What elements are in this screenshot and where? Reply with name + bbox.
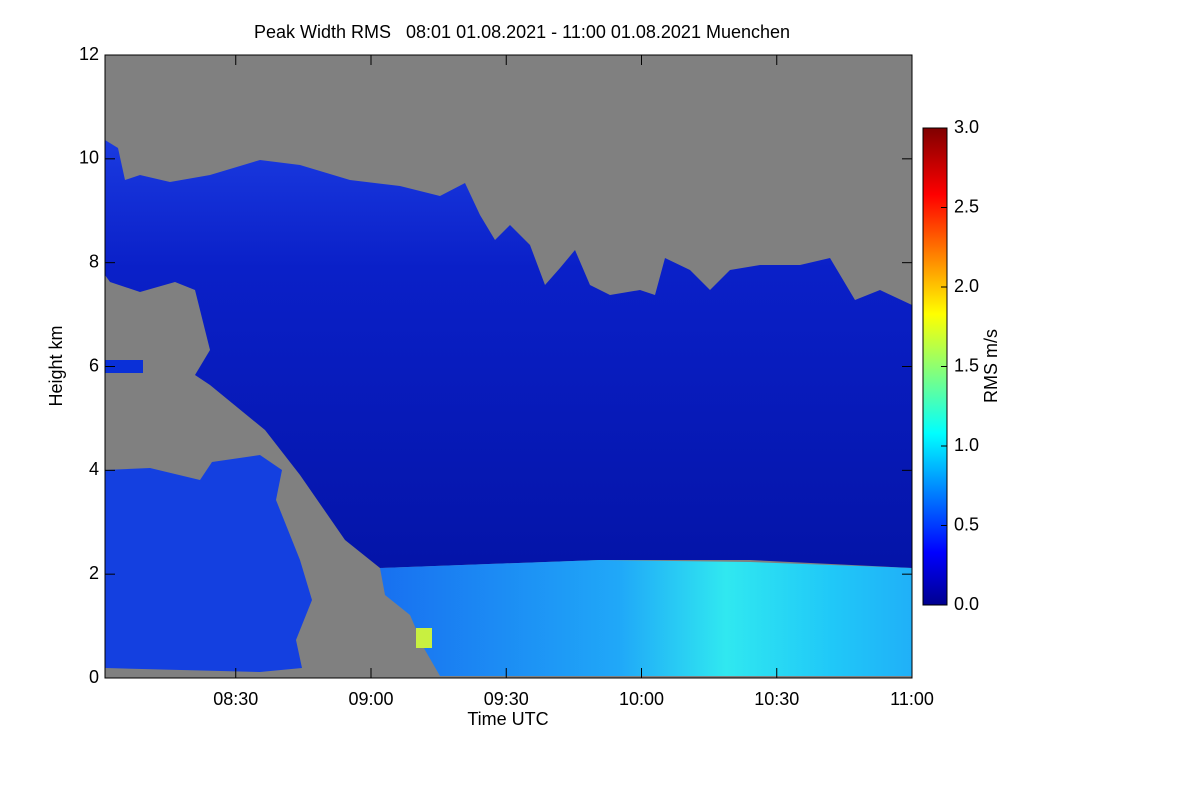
colorbar-label: RMS m/s bbox=[981, 329, 1001, 403]
y-tick-label: 8 bbox=[89, 251, 99, 271]
x-tick-label: 09:00 bbox=[348, 689, 393, 709]
data-region bbox=[380, 560, 912, 676]
y-tick-label: 10 bbox=[79, 148, 99, 168]
colorbar-tick-label: 0.0 bbox=[954, 594, 979, 614]
x-tick-label: 11:00 bbox=[890, 689, 934, 709]
colorbar-tick-label: 1.0 bbox=[954, 435, 979, 455]
x-axis-label: Time UTC bbox=[467, 709, 548, 729]
axes: 0 2 4 6 8 10 12 08:30 09:00 09:30 10:00 10:30 11:00 0… bbox=[79, 44, 979, 709]
heatmap bbox=[105, 55, 912, 678]
x-tick-label: 10:00 bbox=[619, 689, 664, 709]
data-region bbox=[416, 628, 432, 648]
colorbar-tick-label: 2.5 bbox=[954, 196, 979, 216]
y-tick-label: 0 bbox=[89, 667, 99, 687]
y-tick-label: 2 bbox=[89, 563, 99, 583]
data-region bbox=[105, 360, 143, 373]
y-tick-label: 12 bbox=[79, 44, 99, 64]
y-tick-label: 4 bbox=[89, 459, 99, 479]
colorbar-tick-label: 2.0 bbox=[954, 276, 979, 296]
x-tick-label: 09:30 bbox=[484, 689, 529, 709]
data-region bbox=[105, 140, 912, 568]
chart-title: Peak Width RMS 08:01 01.08.2021 - 11:00 … bbox=[254, 22, 790, 42]
x-tick-label: 08:30 bbox=[213, 689, 258, 709]
colorbar-tick-label: 3.0 bbox=[954, 117, 979, 137]
colorbar-tick-label: 1.5 bbox=[954, 355, 979, 375]
data-region bbox=[105, 455, 312, 672]
y-axis-label: Height km bbox=[46, 325, 66, 406]
y-tick-label: 6 bbox=[89, 355, 99, 375]
x-tick-label: 10:30 bbox=[754, 689, 799, 709]
colorbar-tick-label: 0.5 bbox=[954, 514, 979, 534]
